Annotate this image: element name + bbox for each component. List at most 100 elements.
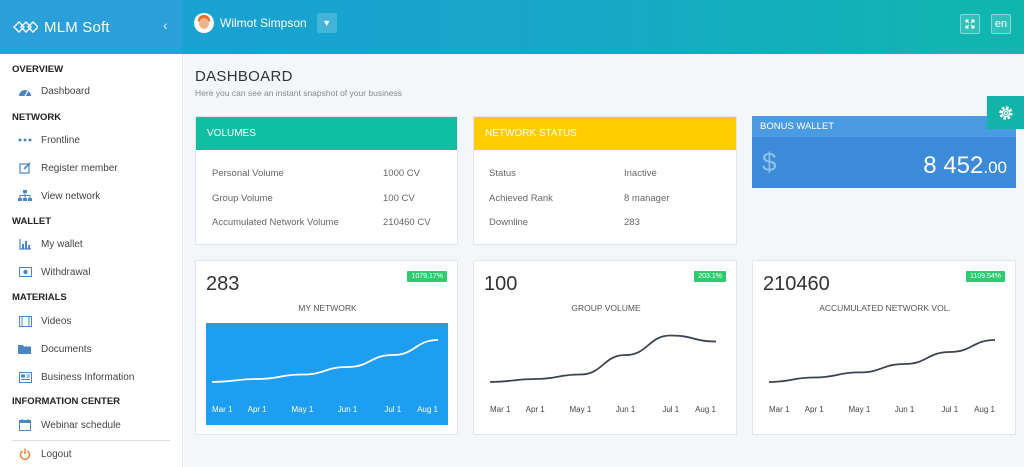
stat-value: 283 <box>206 273 240 295</box>
chart-background <box>206 323 448 425</box>
logo-icon <box>13 21 38 33</box>
dots-icon <box>18 134 32 146</box>
stat-value: 100 <box>484 273 518 295</box>
expand-icon <box>965 19 975 29</box>
sidebar: OVERVIEW Dashboard NETWORK Frontline Reg… <box>0 54 183 467</box>
stat-label: ACCUMULATED NETWORK VOL. <box>819 303 951 313</box>
sidebar-item-webinar-schedule[interactable]: Webinar schedule <box>18 419 121 431</box>
sidebar-item-label: Documents <box>41 343 92 355</box>
sidebar-collapse-button[interactable]: ‹ <box>163 17 168 33</box>
sidebar-item-label: Logout <box>41 448 72 460</box>
calendar-icon <box>18 419 32 431</box>
volumes-card-title: VOLUMES <box>196 117 457 150</box>
avatar <box>194 13 214 33</box>
sitemap-icon <box>18 190 32 202</box>
network-status-row-label: Status <box>489 168 516 179</box>
stat-card-group-volume: 100 203.1% GROUP VOLUME Mar 1 Apr 1 May 1 J… <box>473 260 737 435</box>
series-line <box>768 339 996 383</box>
stat-label: GROUP VOLUME <box>571 303 641 313</box>
sidebar-item-view-network[interactable]: View network <box>18 190 100 202</box>
volumes-row-value: 1000 CV <box>383 168 420 179</box>
x-tick-label: Jun 1 <box>616 405 636 414</box>
x-tick-label: Mar 1 <box>212 405 233 414</box>
sidebar-item-videos[interactable]: Videos <box>18 315 71 327</box>
section-overview: OVERVIEW <box>12 64 64 75</box>
x-tick-label: Jul 1 <box>384 405 401 414</box>
sidebar-item-documents[interactable]: Documents <box>18 343 92 355</box>
sidebar-item-dashboard[interactable]: Dashboard <box>18 85 90 97</box>
x-tick-label: Jun 1 <box>895 405 915 414</box>
x-tick-label: Apr 1 <box>526 405 546 414</box>
sidebar-item-register-member[interactable]: Register member <box>18 162 118 174</box>
volumes-card: VOLUMES Personal Volume 1000 CV Group Vo… <box>195 116 458 245</box>
sidebar-item-label: Dashboard <box>41 85 90 97</box>
settings-button[interactable] <box>987 96 1024 129</box>
volumes-row-label: Personal Volume <box>212 168 284 179</box>
x-tick-label: Jul 1 <box>941 405 958 414</box>
network-status-row-value: 283 <box>624 217 640 228</box>
sidebar-item-my-wallet[interactable]: My wallet <box>18 238 83 250</box>
network-status-card-title: NETWORK STATUS <box>474 117 736 150</box>
series-line <box>489 334 717 383</box>
x-tick-label: Mar 1 <box>769 405 790 414</box>
network-status-row-value: 8 manager <box>624 193 670 204</box>
stat-card-my-network: 283 1079.17% MY NETWORK Mar 1 Apr 1 May 1 J… <box>195 260 458 435</box>
x-tick-label: Apr 1 <box>248 405 268 414</box>
money-icon <box>18 266 32 278</box>
group-volume-chart: Mar 1 Apr 1 May 1 Jun 1 Jul 1 Aug 1 <box>489 334 717 414</box>
x-tick-label: May 1 <box>292 405 314 414</box>
edit-icon <box>18 162 32 174</box>
page-subtitle: Here you can see an instant snapshot of … <box>195 88 402 98</box>
bonus-wallet-card: BONUS WALLET $ 8 452.00 <box>752 116 1016 188</box>
sidebar-item-withdrawal[interactable]: Withdrawal <box>18 266 90 278</box>
sidebar-item-business-information[interactable]: Business Information <box>18 371 134 383</box>
chevron-down-icon[interactable]: ▼ <box>316 13 337 33</box>
x-tick-label: Aug 1 <box>974 405 995 414</box>
x-tick-label: Jul 1 <box>662 405 679 414</box>
film-icon <box>18 315 32 327</box>
sidebar-item-label: View network <box>41 190 101 202</box>
bonus-wallet-amount: 8 452.00 <box>923 152 1007 180</box>
x-tick-label: Aug 1 <box>417 405 438 414</box>
x-tick-label: Mar 1 <box>490 405 511 414</box>
top-bar: MLM Soft ‹ Wilmot Simpson ▼ en <box>0 0 1024 54</box>
x-tick-label: Apr 1 <box>805 405 825 414</box>
network-status-card: NETWORK STATUS Status Inactive Achieved … <box>473 116 737 245</box>
section-wallet: WALLET <box>12 216 52 227</box>
dashboard-icon <box>18 85 32 97</box>
x-tick-label: May 1 <box>570 405 592 414</box>
network-status-row-label: Achieved Rank <box>489 193 553 204</box>
sidebar-item-label: Business Information <box>41 371 135 383</box>
x-tick-label: Aug 1 <box>695 405 716 414</box>
volumes-row-value: 210460 CV <box>383 217 431 228</box>
sidebar-item-label: My wallet <box>41 238 83 250</box>
sidebar-divider <box>12 440 170 441</box>
network-status-row-value: Inactive <box>624 168 657 179</box>
power-icon <box>18 448 32 460</box>
bonus-wallet-amount-dec: .00 <box>983 158 1007 177</box>
stat-label: MY NETWORK <box>298 303 357 313</box>
section-network: NETWORK <box>12 112 62 123</box>
volumes-row-label: Accumulated Network Volume <box>212 217 339 228</box>
gear-icon <box>998 105 1013 120</box>
network-status-row-label: Downline <box>489 217 529 228</box>
folder-icon <box>18 343 32 355</box>
user-menu[interactable]: Wilmot Simpson ▼ <box>194 13 337 33</box>
x-tick-label: May 1 <box>849 405 871 414</box>
sidebar-item-label: Withdrawal <box>41 266 91 278</box>
sidebar-item-logout[interactable]: Logout <box>18 448 72 460</box>
sidebar-item-label: Webinar schedule <box>41 419 121 431</box>
sidebar-item-frontline[interactable]: Frontline <box>18 134 80 146</box>
newspaper-icon <box>18 371 32 383</box>
bonus-wallet-title: BONUS WALLET <box>752 116 1016 137</box>
section-information-center: INFORMATION CENTER <box>12 396 121 407</box>
logo[interactable]: MLM Soft <box>0 0 183 54</box>
user-name: Wilmot Simpson <box>220 16 307 30</box>
stat-card-accumulated-network: 210460 1109.54% ACCUMULATED NETWORK VOL.… <box>752 260 1016 435</box>
language-button[interactable]: en <box>991 14 1011 34</box>
stat-badge: 203.1% <box>694 271 726 282</box>
section-materials: MATERIALS <box>12 292 67 303</box>
series-line <box>211 339 439 383</box>
sidebar-item-label: Videos <box>41 315 72 327</box>
fullscreen-button[interactable] <box>960 14 980 34</box>
